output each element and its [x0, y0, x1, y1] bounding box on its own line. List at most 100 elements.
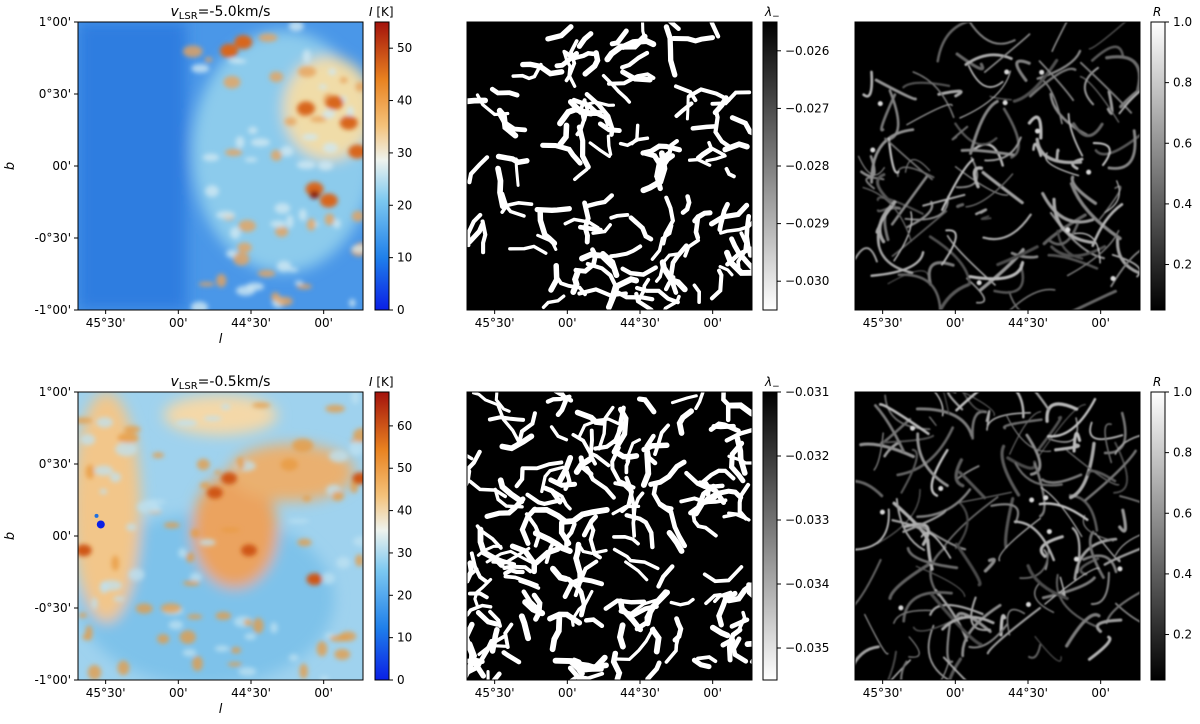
x-tick-label: 00' — [946, 686, 965, 700]
ridge-field — [855, 392, 1140, 680]
x-tick-label: 00' — [703, 686, 722, 700]
colorbar-tick-label: −0.035 — [785, 641, 829, 655]
colorbar-tick-label: 0.4 — [1173, 197, 1192, 211]
colorbar-tick-label: −0.028 — [785, 159, 829, 173]
plot-frame — [466, 391, 753, 681]
x-tick-label: 44°30' — [231, 316, 271, 330]
colorbar: 0 10 20 30 40 50 I [K] — [369, 5, 412, 317]
panel-r1-c1: 45°30' 00' 44°30' 00'−0.031−0.032−0.033−0.0… — [466, 375, 829, 700]
x-tick-label: 00' — [1091, 686, 1110, 700]
colorbar-tick-label: 20 — [397, 198, 412, 212]
x-tick-label: 00' — [558, 316, 577, 330]
panel-title: vLSR=-5.0km/s — [171, 4, 271, 22]
colorbar-tick-label: −0.031 — [785, 385, 829, 399]
colorbar: −0.026 −0.027 −0.028 −0.029 −0.030 λ− — [762, 5, 829, 311]
colorbar-tick-label: 40 — [397, 94, 412, 108]
colorbar-tick-label: 0.2 — [1173, 258, 1192, 272]
colorbar-label: λ− — [764, 5, 780, 22]
colorbar: 0.2 0.4 0.6 0.8 1.0 R — [1150, 375, 1192, 681]
x-tick-label: 44°30' — [620, 686, 660, 700]
y-tick-label: 00' — [52, 159, 71, 173]
colorbar-tick-label: −0.029 — [785, 217, 829, 231]
x-axis-label: l — [219, 702, 223, 717]
x-tick-label: 45°30' — [475, 316, 515, 330]
colorbar-tick-label: 60 — [397, 419, 412, 433]
colorbar-tick-label: 10 — [397, 631, 412, 645]
colorbar-tick-label: 0.6 — [1173, 506, 1192, 520]
colorbar-label: R — [1153, 5, 1161, 19]
y-tick-label: 1°00' — [39, 385, 71, 399]
colorbar: −0.031 −0.032 −0.033 −0.034 −0.035 λ− — [762, 375, 829, 681]
colorbar: 0 10 20 30 40 50 60 I [K] — [369, 375, 412, 687]
y-axis-label: b — [3, 532, 18, 540]
y-tick-label: -0°30' — [34, 231, 71, 245]
panel-r0-c0: 45°30' 00' 44°30' 00' 1°00' 0°30' 00' -0°30' -1°… — [3, 4, 412, 347]
colorbar-tick-label: −0.026 — [785, 44, 829, 58]
ridge-field — [855, 22, 1140, 310]
y-tick-label: 00' — [52, 529, 71, 543]
x-tick-label: 00' — [169, 686, 188, 700]
x-tick-label: 44°30' — [1008, 686, 1048, 700]
plot-frame — [854, 21, 1141, 311]
panel-r1-c2: 45°30' 00' 44°30' 00' 0.2 0.4 0.6 0.8 1.0 R — [854, 375, 1192, 700]
x-tick-label: 45°30' — [86, 686, 126, 700]
colorbar-tick-label: 20 — [397, 588, 412, 602]
colorbar-label: λ− — [764, 375, 780, 392]
colorbar-tick-label: 0.8 — [1173, 446, 1192, 460]
panel-r0-c2: 45°30' 00' 44°30' 00' 0.2 0.4 0.6 0.8 1.0 R — [854, 5, 1192, 330]
y-tick-label: -1°00' — [34, 673, 71, 687]
colorbar-tick-label: 0.2 — [1173, 628, 1192, 642]
x-tick-label: 44°30' — [620, 316, 660, 330]
colorbar-tick-label: 30 — [397, 546, 412, 560]
skeleton-background — [467, 392, 752, 680]
x-tick-label: 45°30' — [475, 686, 515, 700]
panel-r1-c0: 45°30' 00' 44°30' 00' 1°00' 0°30' 00' -0°30' -1°… — [3, 374, 412, 717]
colorbar-tick-label: −0.027 — [785, 101, 829, 115]
filament-skeleton — [467, 22, 752, 310]
x-tick-label: 00' — [169, 316, 188, 330]
x-tick-label: 00' — [558, 686, 577, 700]
y-tick-label: 0°30' — [39, 457, 71, 471]
colorbar-ramp — [374, 21, 390, 311]
colorbar-tick-label: 1.0 — [1173, 15, 1192, 29]
x-tick-label: 00' — [1091, 316, 1110, 330]
intensity-field — [78, 392, 363, 680]
y-tick-label: 0°30' — [39, 87, 71, 101]
colorbar-ramp — [1150, 391, 1166, 681]
x-tick-label: 00' — [314, 686, 333, 700]
colorbar-tick-label: 50 — [397, 461, 412, 475]
plot-frame — [854, 391, 1141, 681]
plot-frame — [466, 21, 753, 311]
colorbar-label: I [K] — [369, 375, 394, 389]
colorbar-label: R — [1153, 375, 1161, 389]
x-tick-label: 00' — [946, 316, 965, 330]
colorbar-ramp — [762, 21, 778, 311]
colorbar-ramp — [1150, 21, 1166, 311]
colorbar-tick-label: −0.034 — [785, 577, 829, 591]
colorbar-tick-label: 30 — [397, 146, 412, 160]
ridge-background — [855, 22, 1140, 310]
x-tick-label: 44°30' — [1008, 316, 1048, 330]
colorbar-ramp — [762, 391, 778, 681]
x-tick-label: 45°30' — [86, 316, 126, 330]
y-tick-label: -0°30' — [34, 601, 71, 615]
colorbar-tick-label: 0.6 — [1173, 136, 1192, 150]
x-tick-label: 44°30' — [231, 686, 271, 700]
panel-r0-c1: 45°30' 00' 44°30' 00'−0.026−0.027−0.028−0.0… — [466, 5, 829, 330]
colorbar-tick-label: 0 — [397, 673, 405, 687]
colorbar-label: I [K] — [369, 5, 394, 19]
x-axis-label: l — [219, 332, 223, 347]
colorbar-ramp — [374, 391, 390, 681]
y-axis-label: b — [3, 162, 18, 170]
colorbar-tick-label: −0.030 — [785, 274, 829, 288]
x-tick-label: 00' — [703, 316, 722, 330]
x-tick-label: 00' — [314, 316, 333, 330]
x-tick-label: 45°30' — [863, 316, 903, 330]
colorbar-tick-label: 1.0 — [1173, 385, 1192, 399]
colorbar-tick-label: 0.8 — [1173, 76, 1192, 90]
colorbar-tick-label: 10 — [397, 251, 412, 265]
intensity-field — [78, 22, 363, 310]
colorbar-tick-label: −0.032 — [785, 449, 829, 463]
panel-title: vLSR=-0.5km/s — [171, 374, 271, 392]
